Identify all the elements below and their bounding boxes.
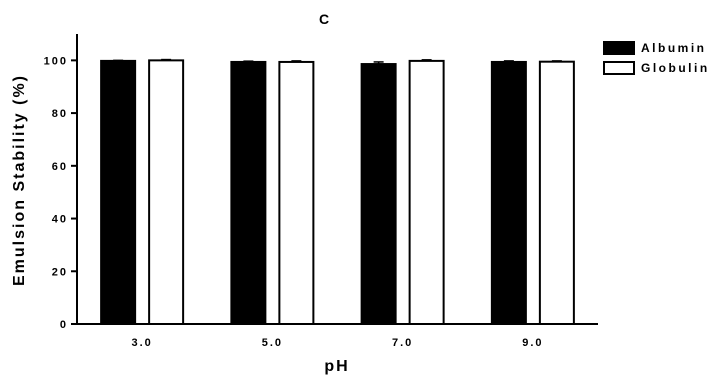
x-tick-label-2: 7.0 <box>392 337 413 349</box>
bar-globulin-2 <box>408 59 445 326</box>
x-tick-label-0: 3.0 <box>131 337 152 349</box>
legend-swatch-globulin <box>603 61 635 75</box>
legend-swatch-albumin <box>603 41 635 55</box>
bar-albumin-1 <box>230 60 267 325</box>
legend-label-globulin: Globulin <box>641 61 710 75</box>
chart-title: C <box>319 11 329 27</box>
y-axis-title: Emulsion Stability (%) <box>11 74 28 286</box>
bar-albumin-3 <box>490 60 527 325</box>
x-tick-label-1: 5.0 <box>262 337 283 349</box>
y-tick-label-1: 20 <box>52 266 68 278</box>
x-axis-title: pH <box>324 358 349 375</box>
bar-albumin-0 <box>100 59 137 326</box>
x-tick-label-3: 9.0 <box>522 337 543 349</box>
y-tick-label-5: 100 <box>44 55 68 67</box>
y-tick-label-2: 40 <box>52 214 68 226</box>
bar-albumin-2 <box>360 63 397 326</box>
legend-label-albumin: Albumin <box>641 41 707 55</box>
bar-globulin-0 <box>148 59 185 325</box>
y-tick-label-4: 80 <box>52 108 68 120</box>
bar-globulin-1 <box>278 60 315 325</box>
y-tick-label-3: 60 <box>52 161 68 173</box>
y-tick-label-0: 0 <box>60 319 68 331</box>
bar-globulin-3 <box>538 60 575 325</box>
